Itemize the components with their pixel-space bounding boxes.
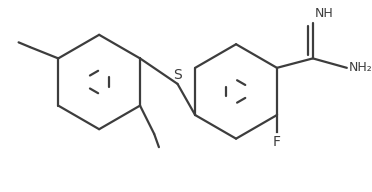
Text: F: F — [273, 135, 281, 149]
Text: NH₂: NH₂ — [349, 61, 372, 74]
Text: NH: NH — [315, 7, 333, 20]
Text: S: S — [173, 68, 182, 82]
